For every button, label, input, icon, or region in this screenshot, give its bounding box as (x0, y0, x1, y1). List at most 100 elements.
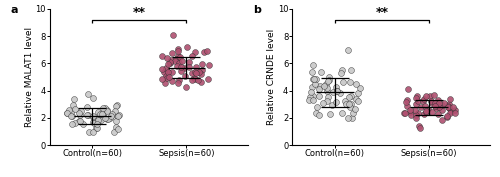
Point (344, 116, 352, 119)
Point (176, 56, 184, 59)
Point (67, 115, 75, 117)
Point (174, 62, 182, 65)
Point (172, 59, 179, 62)
Point (341, 100, 349, 103)
Point (438, 108, 446, 111)
Point (420, 98, 428, 100)
Point (324, 96, 332, 99)
Point (95, 119, 103, 121)
Point (428, 102, 436, 105)
Point (194, 79, 202, 81)
Point (196, 71, 203, 74)
Point (192, 65, 200, 68)
Point (70, 104, 78, 107)
Text: **: ** (376, 6, 388, 19)
Point (322, 86, 330, 89)
Point (435, 101, 443, 104)
Point (64, 109, 72, 112)
Point (333, 90, 341, 92)
Point (308, 85, 316, 88)
Point (313, 105, 321, 108)
Point (181, 75, 189, 77)
Point (339, 81, 347, 84)
Point (166, 61, 173, 64)
Point (175, 78, 183, 81)
Point (402, 105, 410, 108)
Point (306, 95, 314, 98)
Point (403, 99, 411, 101)
Point (333, 90, 341, 93)
Point (308, 71, 316, 73)
Point (412, 97, 420, 100)
Point (94, 118, 102, 121)
Point (174, 82, 182, 85)
Point (315, 87, 323, 90)
Point (180, 67, 188, 70)
Point (168, 59, 175, 62)
Point (162, 77, 170, 80)
Point (174, 48, 182, 51)
Point (75, 120, 83, 123)
Point (112, 105, 120, 107)
Point (62, 112, 70, 115)
Point (163, 69, 171, 72)
Point (408, 114, 416, 117)
Point (422, 111, 430, 114)
Point (77, 110, 85, 113)
Point (438, 104, 446, 107)
Point (164, 70, 172, 73)
Point (404, 88, 411, 91)
Point (329, 91, 337, 94)
Point (422, 110, 430, 113)
Point (451, 108, 459, 111)
Point (166, 62, 174, 65)
Point (434, 106, 442, 109)
Point (434, 103, 442, 106)
Point (354, 91, 362, 94)
Point (204, 78, 212, 81)
Point (412, 117, 420, 119)
Point (412, 114, 420, 116)
Point (420, 100, 428, 102)
Point (64, 111, 72, 114)
Point (70, 121, 78, 124)
Point (93, 126, 101, 129)
Point (310, 78, 318, 80)
Point (110, 130, 118, 133)
Point (426, 95, 434, 98)
Point (322, 89, 330, 92)
Point (332, 100, 340, 103)
Point (79, 123, 87, 126)
Point (345, 96, 353, 99)
Point (325, 76, 333, 79)
Point (191, 71, 199, 73)
Point (315, 95, 323, 98)
Point (434, 98, 442, 101)
Point (320, 85, 328, 87)
Point (112, 119, 120, 122)
Point (190, 77, 198, 79)
Point (188, 72, 196, 75)
Point (200, 50, 207, 53)
Point (354, 99, 362, 102)
Point (96, 118, 104, 121)
Point (310, 98, 318, 101)
Point (415, 125, 423, 127)
Point (103, 118, 111, 121)
Point (100, 106, 108, 109)
Point (447, 110, 455, 113)
Point (158, 78, 166, 81)
Point (108, 113, 116, 116)
Point (113, 104, 121, 107)
Point (113, 115, 121, 118)
Point (168, 52, 176, 55)
Point (90, 97, 98, 100)
Y-axis label: Relative MALAT1 level: Relative MALAT1 level (25, 27, 34, 127)
Point (185, 66, 193, 68)
Point (107, 114, 115, 117)
Point (158, 67, 166, 70)
Point (174, 55, 182, 58)
Point (322, 83, 330, 86)
Point (451, 112, 459, 115)
Point (348, 111, 356, 114)
